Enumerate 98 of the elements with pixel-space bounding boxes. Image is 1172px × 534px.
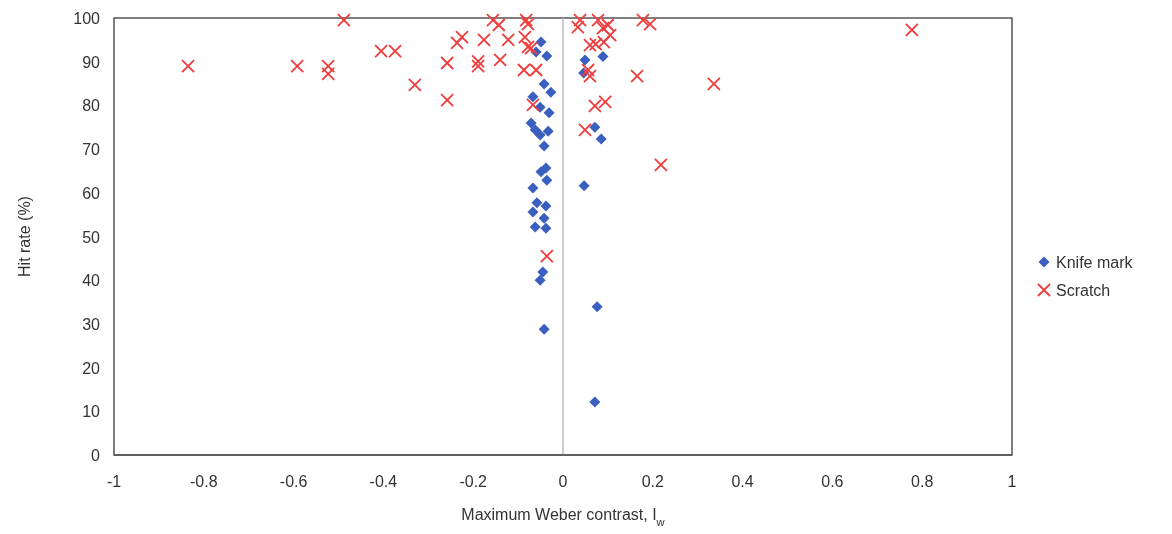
point	[534, 129, 546, 141]
point	[601, 18, 615, 32]
point	[535, 166, 547, 178]
x-tick-label: -1	[106, 473, 122, 490]
point	[529, 221, 541, 233]
point	[578, 122, 592, 137]
point	[525, 117, 537, 129]
x-tick-label: 0.6	[821, 473, 844, 490]
x-tick-label: 0.4	[731, 473, 754, 490]
y-tick-label: 20	[82, 359, 101, 377]
point	[531, 197, 543, 209]
point	[407, 77, 422, 92]
point	[321, 67, 336, 81]
point	[541, 50, 553, 62]
point	[517, 30, 532, 45]
y-tick-label: 70	[82, 141, 101, 159]
point	[321, 59, 336, 73]
x-tick-label: 0	[558, 473, 568, 490]
point	[535, 36, 547, 48]
x-tick-label: 1	[1007, 473, 1017, 490]
x-tick-label: -0.2	[459, 473, 488, 490]
point	[630, 69, 644, 84]
point	[521, 39, 535, 54]
point	[597, 50, 609, 62]
point	[596, 21, 610, 35]
y-tick-label: 60	[82, 184, 101, 202]
point	[527, 182, 539, 194]
y-tick-label: 50	[82, 228, 101, 246]
point	[538, 140, 550, 152]
point	[587, 98, 602, 113]
x-axis-title: Maximum Weber contrast, I$_{w}$	[461, 506, 666, 528]
x-tick-label: -0.8	[190, 473, 218, 490]
point	[589, 121, 601, 133]
point	[440, 93, 455, 108]
point	[491, 18, 506, 32]
point	[589, 396, 601, 408]
point	[521, 17, 535, 32]
point	[598, 95, 613, 109]
point	[455, 30, 469, 45]
point	[545, 86, 557, 98]
point	[526, 98, 540, 112]
x-tick-label: 0.2	[641, 473, 665, 490]
legend-label: Scratch	[1056, 282, 1111, 299]
point	[579, 54, 591, 66]
point	[539, 249, 554, 264]
point	[493, 53, 508, 67]
y-tick-label: 30	[82, 315, 101, 333]
point	[636, 13, 650, 28]
y-tick-label: 40	[82, 272, 101, 290]
point	[706, 77, 721, 91]
point	[603, 28, 618, 42]
point	[534, 274, 546, 286]
point	[570, 20, 585, 35]
point	[540, 200, 552, 212]
point	[583, 69, 597, 84]
y-tick-label: 100	[73, 10, 101, 27]
point	[471, 54, 486, 69]
y-tick-label: 90	[82, 53, 101, 71]
point	[578, 180, 590, 192]
y-tick-label: 80	[82, 97, 101, 115]
point	[538, 323, 550, 335]
point	[450, 36, 464, 50]
point	[541, 174, 553, 186]
x-tick-label: -0.4	[369, 473, 398, 490]
point	[540, 222, 552, 234]
point	[527, 206, 539, 218]
point	[543, 107, 555, 119]
point	[336, 13, 351, 28]
point	[471, 59, 486, 73]
point	[537, 266, 549, 278]
point	[643, 17, 658, 32]
point	[477, 32, 491, 47]
point	[501, 32, 516, 47]
point	[542, 125, 554, 137]
point	[595, 133, 607, 145]
point	[588, 37, 603, 52]
point	[440, 56, 455, 70]
point	[527, 91, 539, 103]
point	[529, 124, 541, 136]
y-tick-label: 10	[82, 403, 101, 421]
x-tick-label: 0.8	[911, 473, 934, 490]
point	[653, 157, 668, 172]
point	[538, 78, 550, 90]
point	[290, 59, 305, 73]
y-tick-label: 0	[91, 447, 101, 464]
point	[524, 41, 539, 56]
point	[519, 13, 534, 28]
point	[486, 13, 500, 28]
point	[581, 63, 596, 77]
point	[538, 212, 550, 224]
x-tick-label: -0.6	[279, 473, 308, 490]
point	[591, 301, 603, 313]
point	[591, 13, 605, 28]
point	[904, 22, 919, 37]
point	[181, 59, 195, 73]
y-axis-title: Hit rate (%)	[16, 196, 33, 277]
legend-label: Knife mark	[1056, 254, 1134, 271]
point	[573, 13, 587, 28]
